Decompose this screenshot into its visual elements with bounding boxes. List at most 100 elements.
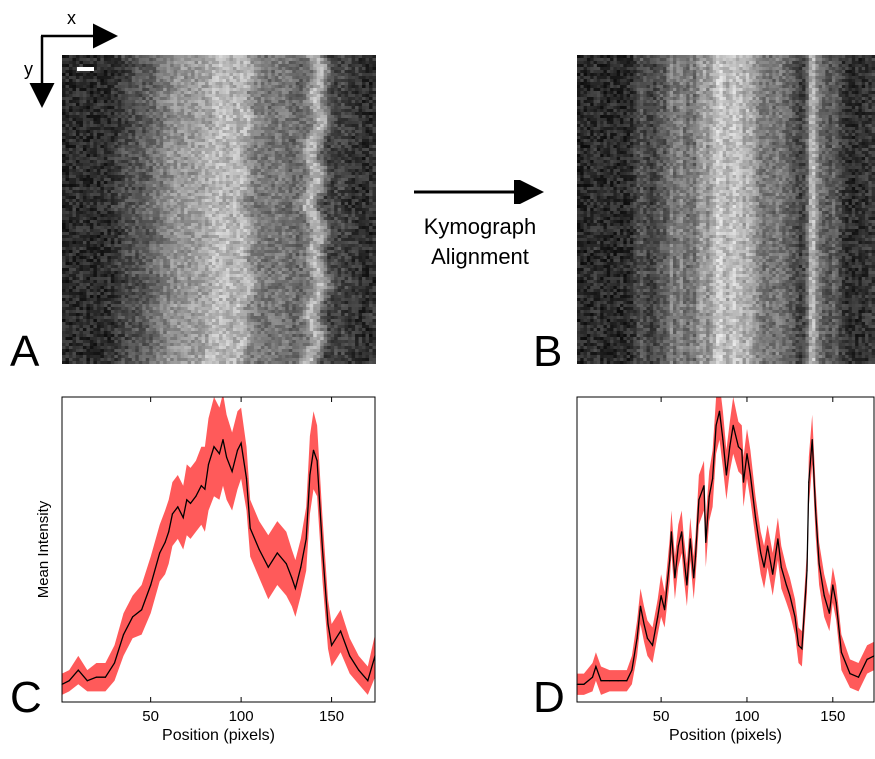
kymograph-pixel [327, 211, 332, 214]
kymograph-pixel [358, 154, 363, 157]
kymograph-pixel [278, 85, 283, 88]
kymograph-pixel [250, 196, 255, 199]
kymograph-pixel [351, 61, 356, 64]
kymograph-pixel [229, 100, 234, 103]
kymograph-pixel [341, 211, 346, 214]
kymograph-pixel [250, 130, 255, 133]
kymograph-pixel [187, 142, 192, 145]
kymograph-pixel [288, 58, 293, 61]
kymograph-pixel [124, 58, 129, 61]
kymograph-pixel [330, 88, 335, 91]
kymograph-pixel [145, 208, 150, 211]
kymograph-pixel [264, 145, 269, 148]
kymograph-pixel [163, 205, 168, 208]
kymograph-pixel [152, 115, 157, 118]
kymograph-pixel [288, 130, 293, 133]
kymograph-pixel [212, 121, 217, 124]
kymograph-pixel [184, 181, 189, 184]
kymograph-pixel [334, 130, 339, 133]
kymograph-pixel [187, 97, 192, 100]
kymograph-pixel [96, 151, 101, 154]
kymograph-pixel [114, 67, 119, 70]
kymograph-pixel [86, 70, 91, 73]
kymograph-pixel [128, 178, 133, 181]
kymograph-row [62, 169, 376, 172]
kymograph-pixel [128, 88, 133, 91]
kymograph-pixel [365, 88, 370, 91]
kymograph-pixel [257, 217, 262, 220]
kymograph-pixel [323, 139, 328, 142]
kymograph-pixel [239, 211, 245, 214]
kymograph-pixel [362, 148, 367, 151]
kymograph-pixel [100, 199, 105, 202]
kymograph-pixel [260, 181, 265, 184]
kymograph-pixel [348, 76, 353, 79]
kymograph-row [62, 148, 376, 151]
kymograph-pixel [267, 121, 272, 124]
kymograph-pixel [337, 214, 342, 217]
kymograph-pixel [309, 106, 314, 109]
kymograph-pixel [222, 79, 227, 82]
kymograph-pixel [348, 133, 353, 136]
kymograph-pixel [260, 55, 265, 58]
kymograph-pixel [96, 76, 101, 79]
kymograph-pixel [330, 130, 335, 133]
kymograph-pixel [62, 136, 67, 139]
kymograph-pixel [369, 157, 374, 160]
kymograph-pixel [194, 115, 199, 118]
kymograph-pixel [309, 181, 314, 184]
kymograph-pixel [299, 163, 304, 166]
kymograph-pixel [142, 214, 147, 217]
kymograph-pixel [114, 151, 119, 154]
kymograph-pixel [264, 172, 269, 175]
kymograph-pixel [138, 121, 143, 124]
kymograph-pixel [131, 124, 136, 127]
kymograph-pixel [348, 130, 353, 133]
kymograph-pixel [121, 166, 126, 169]
kymograph-pixel [191, 136, 196, 139]
kymograph-pixel [128, 94, 133, 97]
kymograph-pixel [355, 145, 360, 148]
kymograph-pixel [274, 160, 279, 163]
kymograph-pixel [145, 184, 150, 187]
kymograph-pixel [100, 64, 105, 67]
kymograph-pixel [271, 136, 276, 139]
kymograph-pixel [274, 169, 279, 172]
kymograph-pixel [163, 79, 168, 82]
kymograph-pixel [246, 184, 251, 187]
kymograph-pixel [82, 127, 88, 130]
kymograph-pixel [152, 163, 157, 166]
kymograph-pixel [149, 139, 154, 142]
kymograph-pixel [89, 148, 94, 151]
kymograph-pixel [152, 88, 157, 91]
kymograph-pixel [135, 139, 140, 142]
kymograph-pixel [135, 64, 140, 67]
kymograph-row [62, 196, 376, 199]
kymograph-pixel [299, 73, 304, 76]
kymograph-pixel [337, 106, 342, 109]
kymograph-pixel [229, 208, 234, 211]
kymograph-pixel [267, 166, 272, 169]
kymograph-pixel [198, 118, 203, 121]
kymograph-pixel [285, 58, 290, 61]
kymograph-pixel [68, 136, 74, 139]
kymograph-pixel [68, 178, 74, 181]
kymograph-pixel [316, 163, 321, 166]
kymograph-pixel [281, 85, 286, 88]
kymograph-pixel [208, 166, 213, 169]
kymograph-pixel [180, 85, 185, 88]
kymograph-pixel [369, 70, 374, 73]
kymograph-pixel [257, 199, 262, 202]
kymograph-pixel [170, 217, 175, 220]
kymograph-pixel [145, 127, 150, 130]
kymograph-pixel [292, 94, 297, 97]
kymograph-pixel [107, 136, 112, 139]
kymograph-pixel [337, 181, 342, 184]
kymograph-pixel [205, 100, 210, 103]
kymograph-pixel [145, 73, 150, 76]
kymograph-pixel [191, 61, 196, 64]
kymograph-pixel [351, 70, 356, 73]
kymograph-pixel [250, 109, 255, 112]
kymograph-pixel [236, 124, 241, 127]
kymograph-pixel [103, 217, 108, 220]
